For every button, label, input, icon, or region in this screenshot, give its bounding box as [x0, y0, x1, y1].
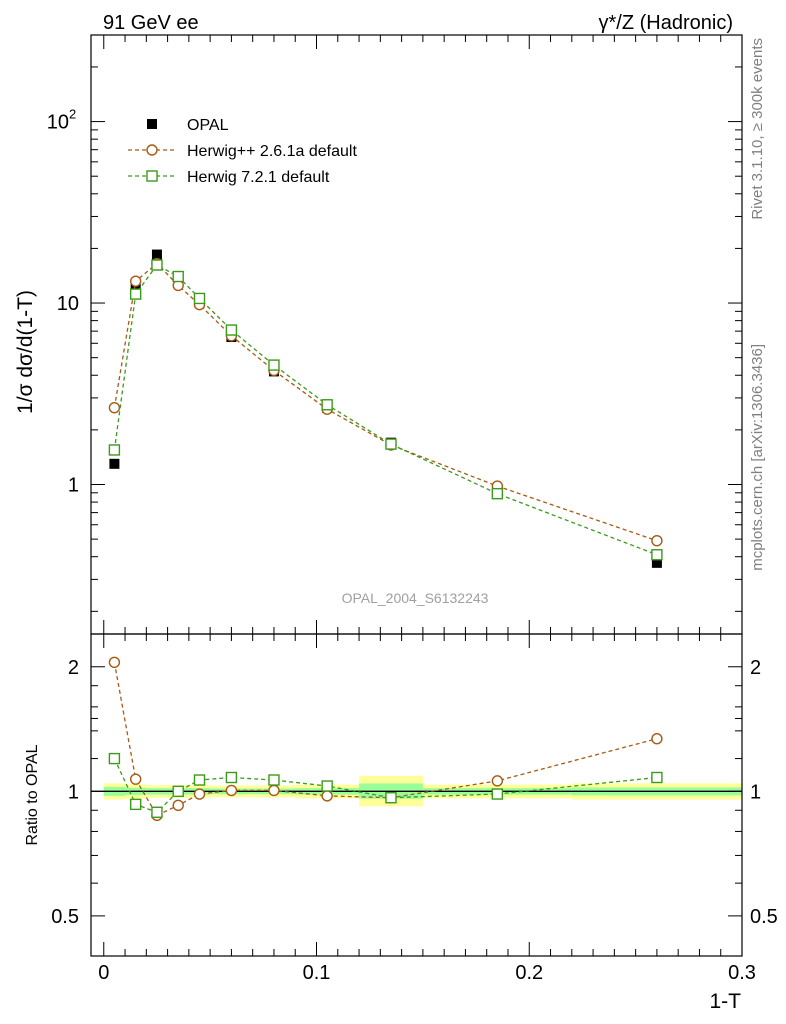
ratio-uncertainty-bands [91, 775, 742, 807]
main-series-0-point-0 [109, 458, 120, 469]
xtick-label-1: 0.1 [303, 962, 331, 984]
main-ytick-label-1: 10 [57, 293, 79, 315]
main-series-2-point-7 [321, 399, 333, 411]
ratio-series-1-point-8 [385, 792, 397, 804]
legend-label-2: Herwig 7.2.1 default [187, 169, 330, 186]
main-series-2-line [113, 264, 658, 556]
main-series-2-point-0 [108, 444, 121, 456]
ratio-series-1-point-9 [491, 788, 504, 800]
rivet-label: Rivet 3.1.10, ≥ 300k events [749, 38, 766, 220]
ratio-series-1-line [113, 758, 657, 814]
title-right: γ*/Z (Hadronic) [599, 12, 733, 34]
main-series-2-point-4 [193, 292, 206, 305]
ratio-series-0-point-4 [193, 788, 206, 800]
analysis-watermark: OPAL_2004_S6132243 [342, 590, 489, 606]
ratio-series-1-point-3 [172, 785, 184, 798]
main-series-0-point-10 [651, 557, 662, 568]
legend-marker-1 [146, 144, 158, 156]
legend-label-0: OPAL [187, 117, 229, 134]
main-series-2-point-6 [268, 359, 280, 371]
main-ytick-label-2: 10 [47, 112, 69, 134]
ratio-ytick-label-2: 2 [68, 657, 79, 679]
ratio-ytick-label-r-1: 1 [750, 781, 761, 803]
ratio-ytick-label-1: 1 [68, 781, 79, 803]
main-series-2-point-8 [385, 438, 397, 450]
ylabel-main: 1/σ dσ/d(1-T) [14, 290, 37, 414]
data-series [108, 249, 663, 822]
main-series-1-point-0 [108, 401, 121, 414]
ratio-series-1-point-2 [151, 806, 163, 818]
ratio-series-1-point-4 [193, 774, 206, 786]
legend: OPAL Herwig++ 2.6.1a default Herwig 7.2.1 … [128, 117, 357, 186]
ratio-series-1-point-1 [129, 798, 142, 811]
main-ytick-sup-2: 2 [69, 107, 76, 122]
main-ytick-label-0: 1 [68, 474, 79, 496]
ratio-series-1-point-5 [225, 771, 238, 784]
ratio-series-0-point-1 [129, 773, 142, 785]
mcplots-label: mcplots.cern.ch [arXiv:1306.3436] [749, 344, 766, 571]
ratio-series-0-point-5 [225, 784, 238, 797]
ratio-series-0-point-10 [651, 733, 663, 745]
ratio-series-0-point-9 [491, 775, 504, 787]
xtick-label-0: 0 [98, 962, 109, 984]
main-series-2-point-2 [151, 259, 163, 271]
xlabel: 1-T [710, 990, 742, 1013]
title-left: 91 GeV ee [103, 12, 199, 34]
ratio-ytick-label-r-0: 0.5 [750, 906, 778, 928]
main-series-2-point-10 [651, 549, 663, 561]
main-series-2-point-1 [129, 288, 142, 300]
xtick-label-3: 0.3 [728, 962, 756, 984]
ratio-series-1-point-0 [108, 752, 121, 765]
ratio-frame [90, 633, 743, 957]
ratio-series-1-point-7 [321, 780, 333, 792]
main-series-2-point-9 [491, 487, 504, 500]
main-series-0-point-2 [151, 249, 162, 260]
ratio-series-0-point-3 [172, 799, 184, 812]
legend-label-1: Herwig++ 2.6.1a default [187, 143, 357, 160]
ratio-series-0-point-7 [321, 790, 333, 802]
ylabel-ratio: Ratio to OPAL [24, 744, 41, 845]
ratio-series-0-point-6 [268, 784, 280, 797]
ratio-series-1-point-6 [268, 774, 280, 786]
xtick-label-2: 0.2 [515, 962, 543, 984]
ratio-series-1-point-10 [651, 771, 663, 784]
ratio-series-0-point-0 [108, 656, 121, 669]
ratio-ytick-label-0: 0.5 [51, 906, 79, 928]
legend-marker-2 [146, 170, 158, 182]
main-series-1-point-10 [651, 535, 663, 547]
main-series-1-point-1 [129, 275, 142, 287]
legend-marker-0 [147, 119, 157, 129]
main-series-2-point-5 [225, 324, 238, 336]
ratio-ytick-label-r-2: 2 [750, 657, 761, 679]
main-series-2-point-3 [172, 270, 184, 283]
